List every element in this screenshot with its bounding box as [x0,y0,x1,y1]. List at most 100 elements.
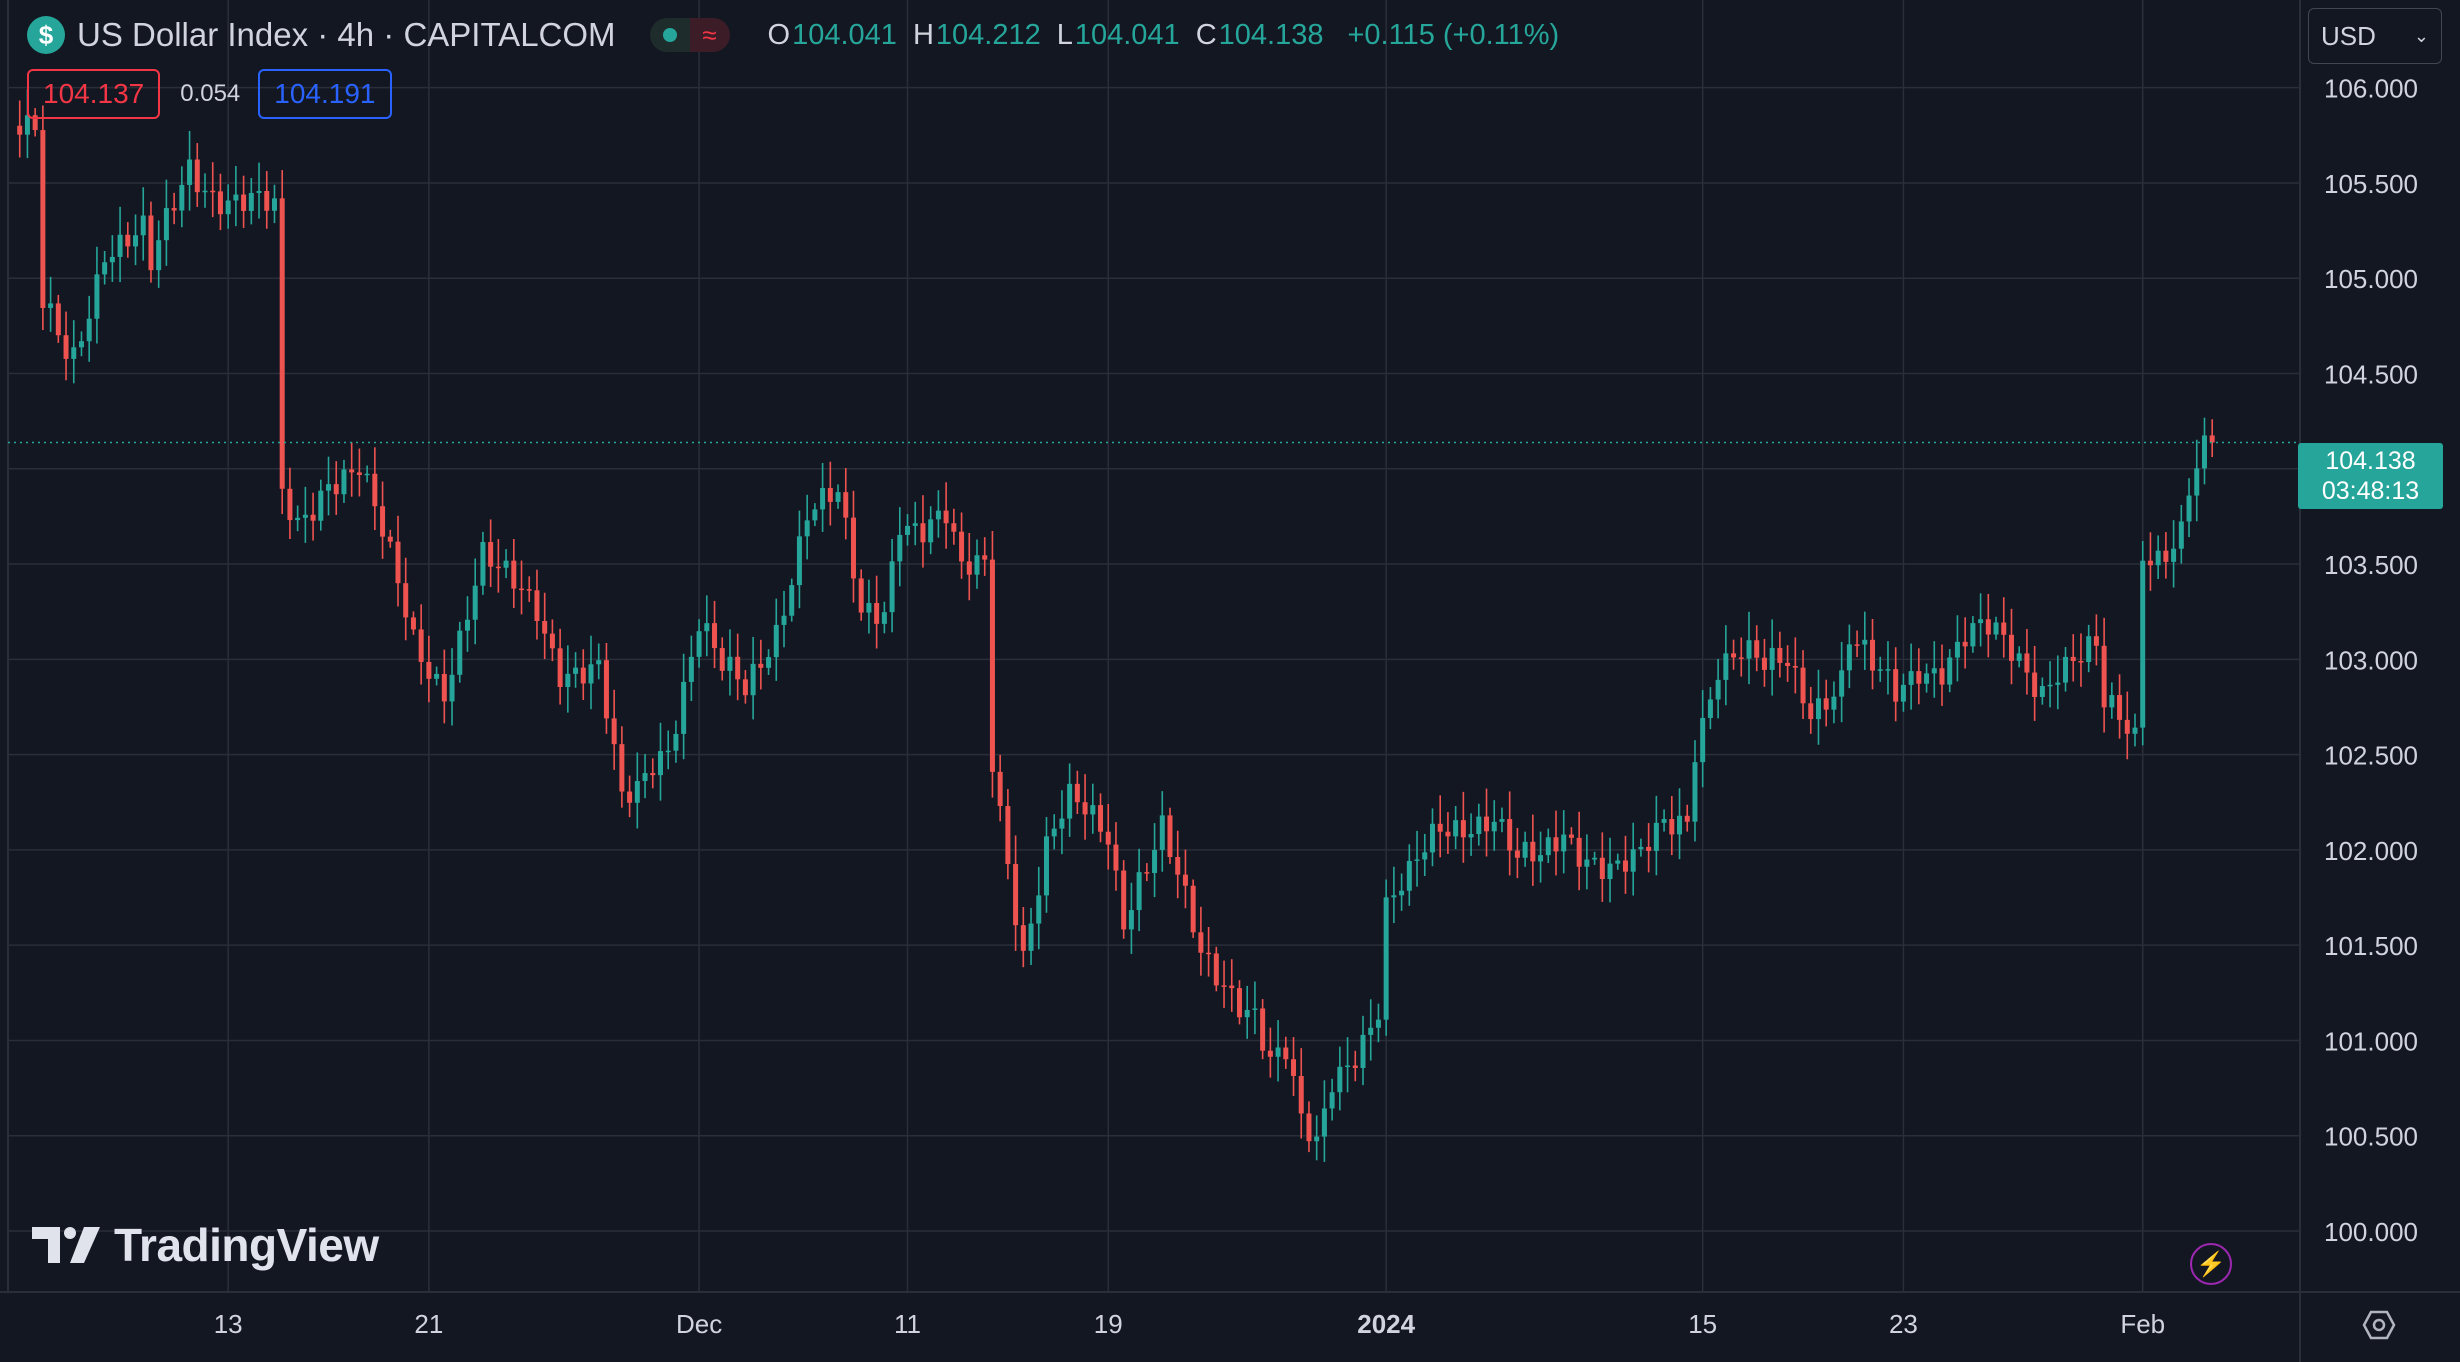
candle [1491,800,1497,851]
candle [1931,641,1937,698]
candle [2078,633,2084,687]
candle [1777,631,1783,678]
y-tick-label: 100.000 [2324,1217,2418,1247]
candle [233,166,239,227]
currency-select[interactable]: USD ⌄ [2308,8,2442,64]
candle-body [588,664,594,684]
candle [2055,655,2061,710]
candle-body [735,656,741,680]
tradingview-logo[interactable]: TradingView [32,1218,379,1272]
candle [1677,788,1683,860]
close-label: C [1195,18,1217,51]
candle [2047,661,2053,708]
candle [187,130,193,211]
candle [310,492,316,541]
candle-body [472,585,478,620]
candle-body [1414,859,1420,861]
candle [403,557,409,641]
candle-body [843,492,849,518]
candle-body [982,555,988,560]
candle [874,575,880,649]
chevron-down-icon: ⌄ [2413,25,2429,46]
candle-body [1460,820,1466,838]
candle [2140,540,2146,746]
candle-body [758,663,764,668]
candle [519,560,525,615]
candle [1653,795,1659,876]
candle-body [1854,644,1860,646]
candle [94,246,100,344]
candle-body [989,559,995,772]
candle-body [187,159,193,185]
candle [889,538,895,633]
candle-body [974,555,980,575]
candle-body [1846,644,1852,671]
spread-value: 0.054 [180,80,241,107]
candle-body [171,208,177,211]
candle-body [897,534,903,562]
candle [1877,656,1883,682]
candle-body [24,115,30,135]
candle [905,514,911,546]
candle-body [850,517,856,579]
candle [642,753,648,799]
candle-body [495,566,501,569]
close-value: 104.138 [1218,18,1324,51]
candle-body [874,603,880,624]
candle-body [580,667,586,684]
candle [1121,860,1127,939]
sell-price-button[interactable]: 104.137 [27,69,161,119]
candle-body [2163,550,2169,562]
candle-body [1476,816,1482,835]
candle [1020,907,1026,968]
candle [1260,999,1266,1060]
candle-body [1954,641,1960,658]
candle [1939,644,1945,706]
candle-body [611,718,617,745]
candle [1422,833,1428,877]
candle-body [1615,860,1621,864]
candle-body [1190,885,1196,933]
candle [1082,774,1088,840]
candle-body [248,192,254,211]
symbol-title[interactable]: US Dollar Index · 4h · CAPITALCOM [77,16,616,53]
dollar-icon[interactable]: $ [27,16,65,54]
candle [410,611,416,635]
candle [665,730,671,770]
candle-body [657,751,663,776]
lightning-icon[interactable]: ⚡ [2190,1243,2232,1285]
candle [1908,643,1914,710]
candle-body [1962,641,1968,647]
buy-price-button[interactable]: 104.191 [258,69,392,119]
x-tick-label: 23 [1889,1309,1918,1339]
candle-body [1592,857,1598,860]
candle-body [673,733,679,751]
candle-body [951,523,957,532]
candle-body [464,619,470,631]
candle-body [1198,932,1204,953]
candle [1985,593,1991,658]
candle-body [256,191,262,193]
candle-body [32,115,38,131]
candle-body [1646,846,1652,851]
candle-body [2047,684,2053,687]
candle-body [573,667,579,674]
candle [1152,823,1158,898]
candle-body [1738,657,1744,659]
candle [1530,814,1536,886]
gear-icon[interactable] [2361,1307,2397,1343]
market-status[interactable]: ≈ [649,18,730,52]
candle [256,162,262,219]
candle [241,175,247,228]
candle-body [1792,665,1798,668]
candle-body [125,234,131,247]
candle [1684,804,1690,832]
candle [1514,827,1520,879]
candle [1669,796,1675,856]
candle-body [434,673,440,679]
status-dot-icon [662,28,677,42]
candle-body [225,200,231,215]
candle [140,187,146,261]
candle-body [1607,863,1613,880]
